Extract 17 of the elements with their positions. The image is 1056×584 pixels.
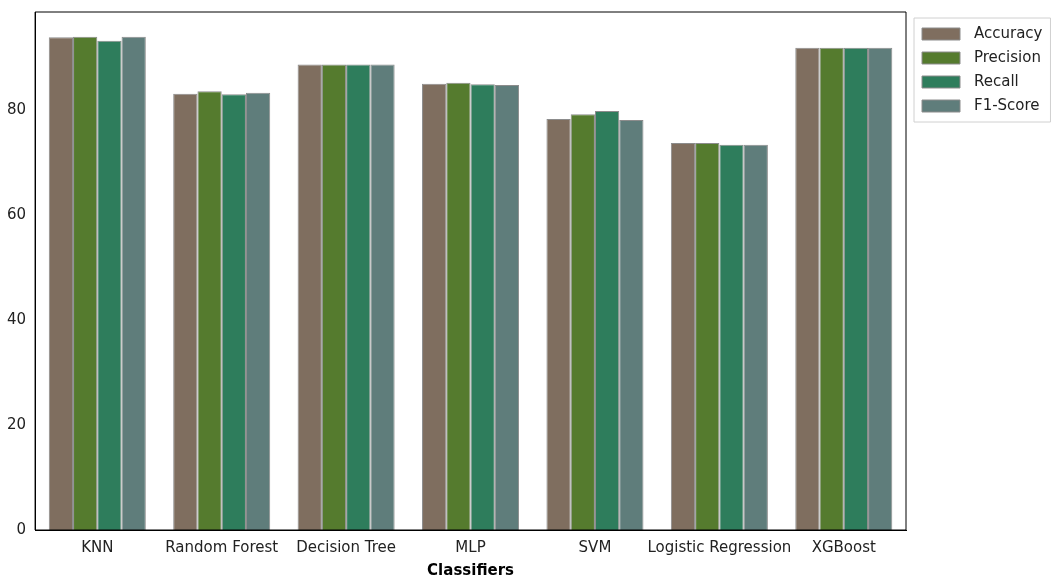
y-tick-label: 40 (6, 310, 27, 329)
legend-label: F1-Score (974, 95, 1040, 114)
y-tick-label: 0 (16, 519, 27, 538)
x-axis-title: Classifiers (427, 560, 515, 579)
x-tick-label: Decision Tree (296, 537, 397, 556)
legend-label: Recall (974, 71, 1019, 90)
y-tick-label: 80 (6, 100, 27, 119)
legend-label: Accuracy (974, 23, 1043, 42)
y-tick-label: 60 (6, 205, 27, 224)
x-tick-label: Logistic Regression (647, 537, 792, 556)
legend-label: Precision (974, 47, 1041, 66)
x-tick-label: Random Forest (165, 537, 279, 556)
y-tick-label: 20 (6, 415, 27, 434)
x-tick-label: KNN (81, 537, 114, 556)
x-tick-label: XGBoost (811, 537, 877, 556)
x-tick-label: MLP (455, 537, 486, 556)
x-tick-label: SVM (578, 537, 612, 556)
